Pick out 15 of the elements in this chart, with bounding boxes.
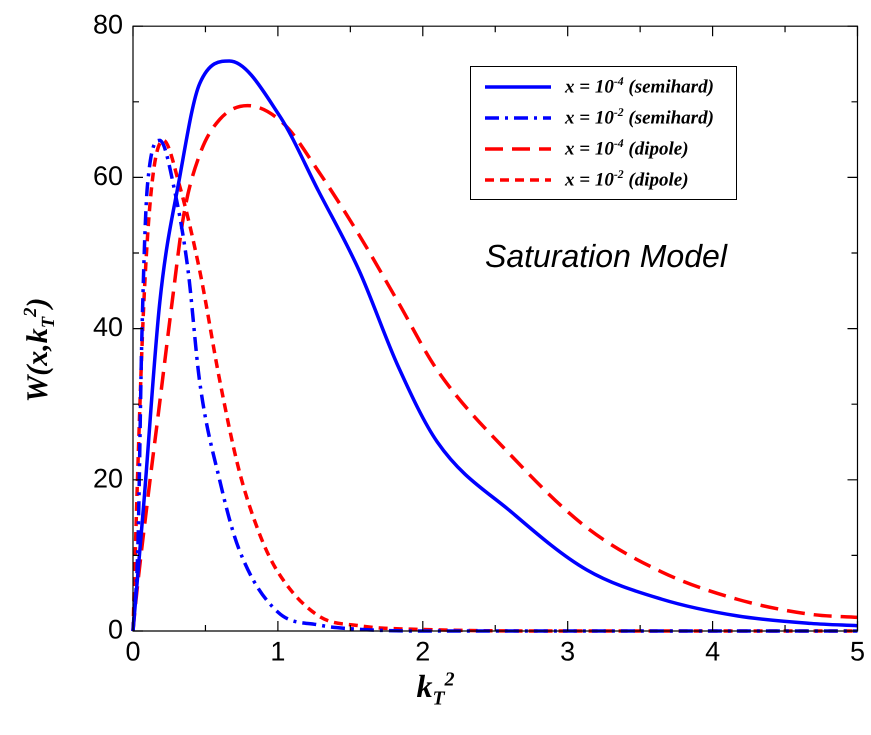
y-tick-label: 20 <box>92 463 123 494</box>
legend-label: x = 10$^{-4}$ (dipole) <box>565 136 689 160</box>
y-tick-label: 80 <box>92 10 123 40</box>
x-tick-label: 1 <box>270 636 286 667</box>
x-tick-label: 5 <box>850 636 866 667</box>
y-tick-label: 0 <box>108 614 123 644</box>
x-tick-label: 4 <box>705 636 720 667</box>
x-tick-label: 3 <box>560 636 576 667</box>
legend-label: x = 10$^{-2}$ (semihard) <box>565 106 714 130</box>
y-tick-label: 60 <box>92 160 123 191</box>
legend-label: x = 10$^{-2}$ (dipole) <box>565 168 689 192</box>
annotation: Saturation Model <box>485 238 727 275</box>
legend-label: x = 10$^{-4}$ (semihard) <box>565 74 714 98</box>
y-tick-label: 40 <box>92 312 123 342</box>
x-tick-label: 2 <box>415 636 430 667</box>
